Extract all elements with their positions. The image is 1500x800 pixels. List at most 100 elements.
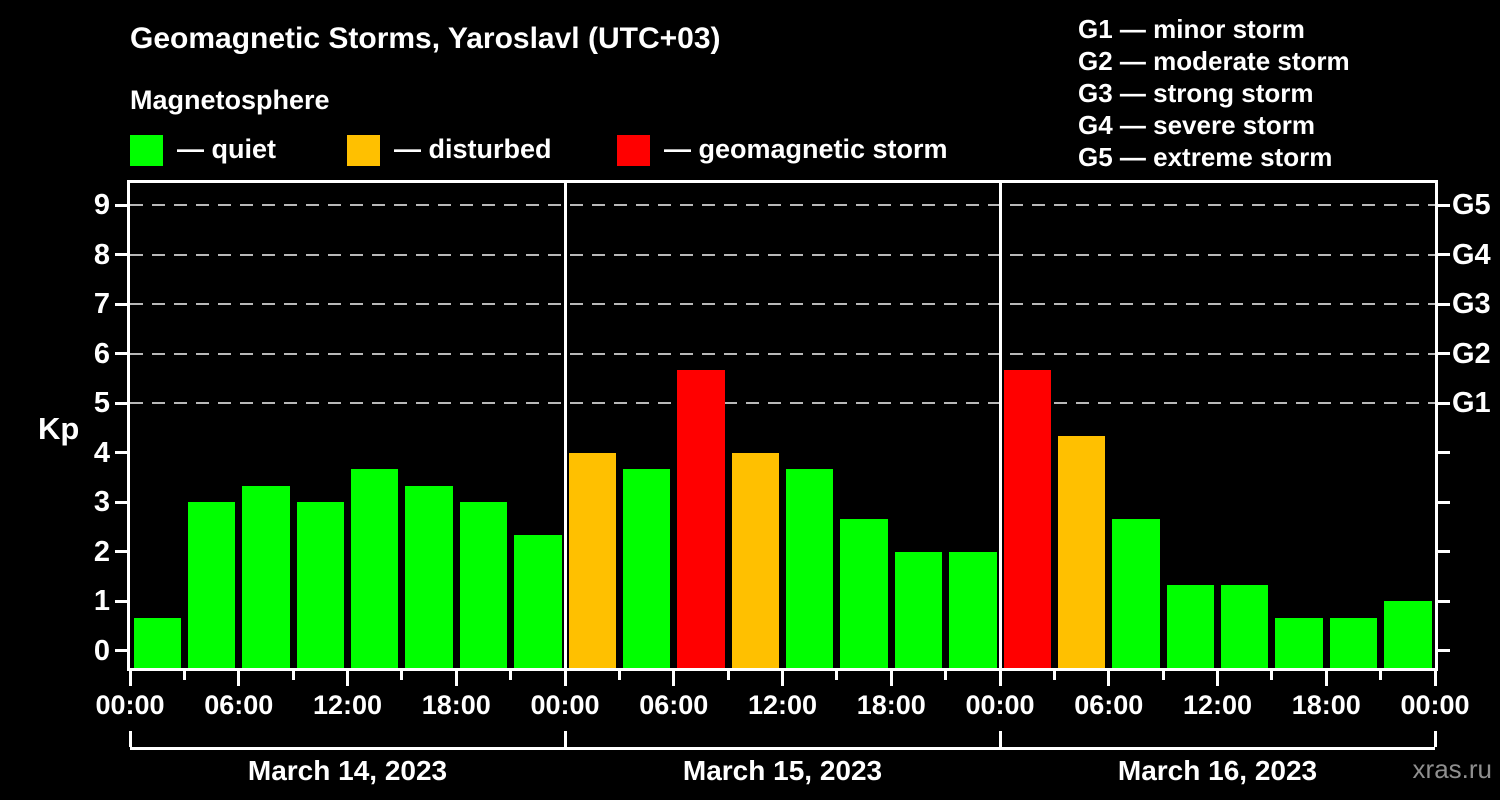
y-axis-tick-right: [1438, 253, 1450, 257]
storm-scale-item: G1 — minor storm: [1078, 14, 1305, 44]
date-bracket-tick: [1433, 731, 1437, 747]
kp-bar: [1221, 584, 1269, 668]
x-axis-tick: [1161, 671, 1165, 680]
kp-bar: [296, 502, 344, 668]
x-axis-tick-label: 00:00: [1400, 690, 1470, 720]
x-axis-tick: [781, 671, 784, 686]
day-separator: [998, 183, 1002, 668]
y-axis-tick-right: [1438, 500, 1450, 504]
x-axis-tick: [509, 671, 513, 680]
x-axis-tick: [617, 671, 621, 680]
y-axis-tick-label: 1: [93, 585, 110, 618]
y-axis-tick-right: [1438, 401, 1450, 405]
storm-scale-item: G2 — moderate storm: [1078, 46, 1350, 76]
storm-scale-item: G3 — strong storm: [1078, 78, 1314, 108]
legend-label-storm: — geomagnetic storm: [664, 134, 948, 164]
kp-bar: [242, 485, 290, 668]
kp-bar: [786, 469, 834, 668]
kp-bar: [1112, 518, 1160, 668]
y-axis-tick: [115, 599, 127, 603]
y-axis-tick-label: 4: [93, 436, 110, 469]
gridline: [130, 352, 1435, 355]
g-scale-tick-label: G2: [1452, 337, 1491, 370]
y-axis-tick-label: 7: [93, 288, 110, 321]
legend-swatch-quiet: [130, 135, 163, 166]
y-axis-tick-label: 8: [93, 238, 110, 271]
kp-bar: [622, 469, 671, 668]
g-scale-tick-label: G4: [1452, 238, 1491, 271]
kp-bar: [1275, 617, 1323, 668]
y-axis-tick-right: [1438, 451, 1450, 455]
chart-subtitle: Magnetosphere: [130, 85, 330, 115]
legend-label-quiet: — quiet: [177, 134, 276, 164]
kp-bar: [949, 551, 997, 668]
x-axis-tick-label: 00:00: [965, 690, 1035, 720]
kp-bar: [514, 535, 562, 668]
kp-bar: [1329, 617, 1378, 668]
x-axis-tick-label: 18:00: [1291, 690, 1361, 720]
gridline: [130, 402, 1435, 405]
x-axis-tick: [454, 671, 458, 686]
y-axis-tick-label: 6: [93, 337, 110, 370]
date-bracket-tick: [563, 731, 567, 747]
y-axis-tick: [115, 253, 127, 257]
x-axis-tick-label: 06:00: [204, 690, 274, 720]
y-axis-tick-label: 9: [93, 189, 110, 222]
x-axis-tick: [1052, 671, 1056, 680]
date-label: March 16, 2023: [1117, 755, 1318, 786]
x-axis-tick-label: 06:00: [639, 690, 709, 720]
kp-bar: [187, 502, 236, 668]
y-axis-tick: [115, 203, 127, 207]
y-axis-tick-right: [1438, 352, 1450, 356]
y-axis-tick-label: 5: [93, 387, 110, 420]
kp-bar: [677, 370, 725, 668]
x-axis-tick: [291, 671, 295, 680]
y-axis-tick: [115, 401, 127, 405]
kp-bar: [351, 469, 399, 668]
x-axis-tick: [1433, 671, 1437, 686]
y-axis-tick-label: 2: [93, 535, 110, 568]
x-axis-tick-label: 06:00: [1074, 690, 1144, 720]
y-axis-tick-right: [1438, 649, 1450, 653]
x-axis-tick: [835, 671, 839, 680]
day-separator: [563, 183, 567, 668]
storm-scale-item: G5 — extreme storm: [1078, 142, 1333, 172]
x-axis-tick-label: 12:00: [747, 690, 818, 720]
x-axis-tick: [182, 671, 186, 680]
y-axis-tick: [115, 550, 127, 554]
kp-bar: [405, 485, 453, 668]
x-axis-tick-label: 12:00: [312, 690, 383, 720]
x-axis-tick-label: 18:00: [856, 690, 926, 720]
watermark: xras.ru: [1412, 754, 1492, 784]
x-axis-tick: [1107, 671, 1111, 686]
x-axis-tick-label: 18:00: [421, 690, 491, 720]
y-axis-tick: [115, 649, 127, 653]
x-axis-tick: [672, 671, 676, 686]
kp-bar: [1384, 601, 1432, 668]
x-axis-tick-label: 12:00: [1182, 690, 1253, 720]
kp-bar: [731, 452, 779, 668]
date-bracket: [130, 747, 1435, 750]
kp-bar: [1003, 370, 1051, 668]
legend-swatch-storm: [617, 135, 650, 166]
g-scale-tick-label: G1: [1452, 387, 1491, 420]
y-axis-tick-label: 0: [93, 634, 110, 667]
legend-label-disturbed: — disturbed: [394, 134, 552, 164]
x-axis-tick: [1216, 671, 1219, 686]
y-axis-tick-right: [1438, 599, 1450, 603]
date-label: March 15, 2023: [682, 755, 883, 786]
x-axis-tick: [346, 671, 349, 686]
x-axis-tick: [237, 671, 241, 686]
y-axis-tick-right: [1438, 302, 1450, 306]
y-axis-label: Kp: [38, 411, 80, 446]
kp-bar: [568, 452, 616, 668]
x-axis-tick: [889, 671, 893, 686]
date-bracket-tick: [128, 731, 132, 747]
gridline: [130, 253, 1435, 256]
page-title: Geomagnetic Storms, Yaroslavl (UTC+03): [130, 22, 721, 55]
date-label: March 14, 2023: [247, 755, 448, 786]
y-axis-tick-right: [1438, 550, 1450, 554]
y-axis-tick: [115, 451, 127, 455]
date-bracket-tick: [998, 731, 1002, 747]
y-axis-tick-label: 3: [93, 486, 110, 519]
